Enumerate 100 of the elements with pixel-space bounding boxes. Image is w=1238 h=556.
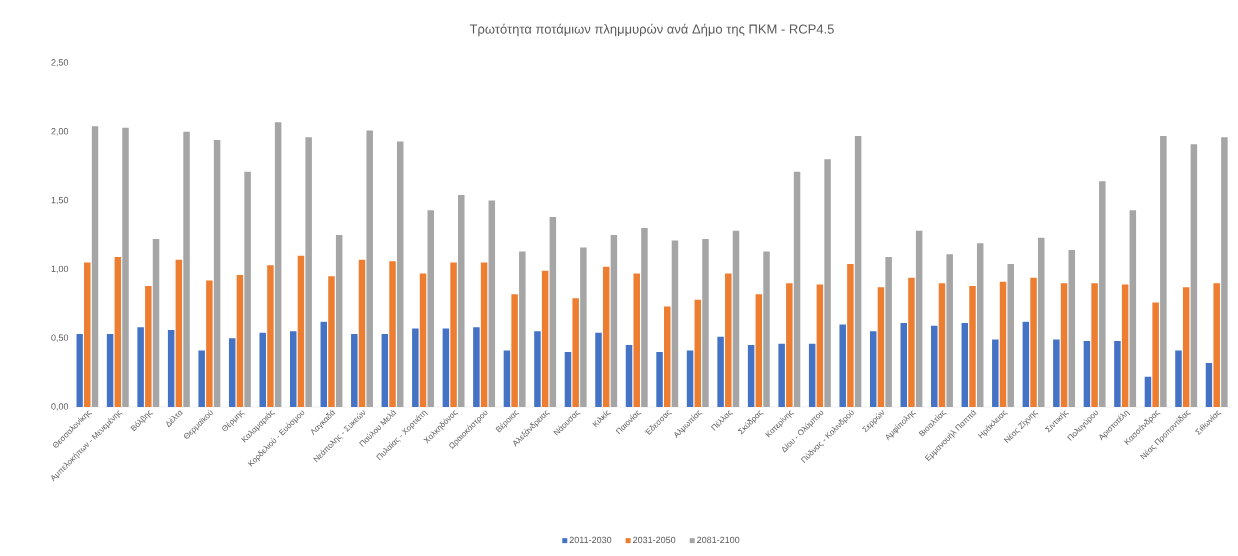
bar (656, 351, 663, 407)
bar (1099, 181, 1106, 407)
bar (877, 287, 885, 407)
bar (1091, 283, 1098, 407)
bar (595, 332, 602, 407)
bar (1182, 287, 1190, 407)
bar (511, 294, 518, 407)
bar (351, 334, 358, 407)
bar (793, 171, 801, 407)
legend-label: 2031-2050 (633, 536, 676, 544)
bar (915, 230, 923, 407)
bar (847, 263, 854, 407)
bar (747, 345, 755, 407)
bar (503, 350, 511, 407)
bar (206, 280, 213, 407)
bar (671, 240, 679, 407)
bar (480, 262, 488, 407)
bar (961, 323, 969, 407)
bar (824, 159, 831, 407)
bar (122, 127, 129, 407)
bar (488, 200, 496, 407)
bar (633, 273, 640, 407)
bar (297, 255, 305, 407)
bar (473, 327, 480, 407)
bar (1175, 350, 1182, 407)
bar (274, 122, 282, 407)
bar (244, 171, 251, 407)
bar (717, 336, 724, 407)
bar (236, 274, 244, 407)
bar (1053, 339, 1060, 407)
bar (992, 339, 999, 407)
bar (137, 327, 144, 407)
bar (725, 273, 732, 407)
y-tick-label: 2,00 (51, 128, 69, 136)
bar (458, 195, 465, 407)
bar (259, 332, 266, 407)
bar (114, 257, 122, 407)
bar (931, 325, 938, 407)
bar (1221, 137, 1228, 407)
bar (1068, 250, 1076, 407)
bar (519, 251, 526, 407)
bar (328, 276, 335, 407)
bar (358, 259, 366, 407)
bar (1030, 277, 1037, 407)
bar (1190, 144, 1198, 407)
bar (999, 281, 1007, 407)
bar (450, 262, 457, 407)
bar (1038, 237, 1045, 407)
bar (145, 285, 152, 407)
bar (938, 283, 946, 407)
bar (610, 234, 618, 407)
bar (1083, 340, 1091, 407)
bar (198, 350, 205, 407)
bar (808, 343, 816, 407)
y-tick-label: 2,50 (51, 59, 69, 67)
bar (702, 239, 709, 407)
bar (885, 257, 892, 407)
bar (549, 217, 557, 407)
bar (1007, 263, 1014, 407)
bar (267, 265, 274, 407)
bar (442, 328, 450, 407)
chart-title: Τρωτότητα ποτάμιων πλημμυρών ανά Δήμο της ΠΚΜ - RCP4.5 (469, 23, 834, 37)
bar (1144, 376, 1152, 407)
bar (900, 323, 907, 407)
bar (625, 345, 633, 407)
bar (946, 254, 953, 407)
bar (1114, 340, 1121, 407)
legend-label: 2011-2030 (569, 536, 612, 544)
bar (1205, 362, 1213, 407)
bar (816, 284, 824, 407)
bar (763, 251, 770, 407)
y-tick-label: 0,50 (51, 334, 69, 342)
bar (664, 306, 671, 407)
bar (175, 259, 183, 407)
bar (580, 247, 587, 407)
y-tick-label: 1,50 (51, 196, 69, 205)
y-tick-label: 0,00 (51, 403, 69, 411)
bar (84, 262, 91, 407)
bar (869, 331, 877, 407)
bar (412, 328, 419, 407)
bar (1129, 210, 1137, 407)
bar (1022, 321, 1030, 407)
legend-label: 2081-2100 (697, 536, 740, 544)
bar (969, 285, 976, 407)
bar (320, 321, 328, 407)
bar (290, 331, 297, 407)
bar (1060, 283, 1068, 407)
bar (396, 141, 404, 407)
bar (366, 130, 373, 407)
bar (167, 329, 175, 407)
bar (564, 351, 572, 407)
bar (1121, 284, 1129, 407)
bar (76, 334, 83, 407)
bar (1152, 302, 1159, 407)
bar (694, 299, 702, 407)
bar (213, 140, 221, 407)
bar (572, 298, 579, 407)
bar (908, 277, 915, 407)
bar (427, 210, 434, 407)
bar (732, 230, 740, 407)
